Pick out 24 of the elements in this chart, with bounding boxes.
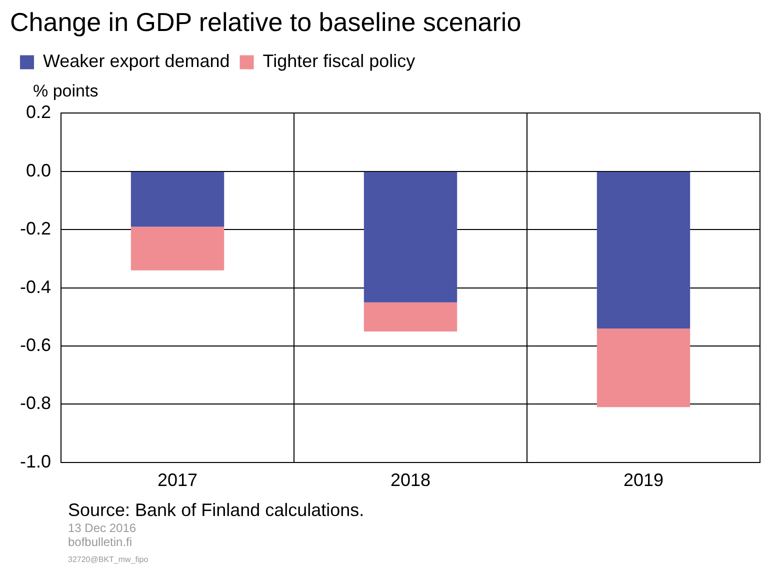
source-note: Source: Bank of Finland calculations.: [68, 500, 364, 521]
y-tick-label: -0.8: [20, 393, 52, 414]
y-tick-label: -0.6: [20, 334, 52, 355]
y-tick-label: 0.0: [26, 160, 52, 180]
y-tick-label: -1.0: [20, 451, 52, 472]
y-tick-label: 0.2: [26, 102, 52, 122]
y-axis-title: % points: [33, 81, 98, 100]
chart-title: Change in GDP relative to baseline scenario: [10, 6, 522, 37]
x-tick-label: 2017: [157, 470, 198, 490]
bar: [364, 172, 458, 302]
text: 32720@BKT_mw_fipo: [68, 555, 150, 564]
legend-label: Weaker export demand: [43, 51, 230, 72]
text: 13 Dec 2016: [68, 521, 138, 535]
bar: [130, 172, 224, 227]
legend-label: Tighter fiscal policy: [262, 51, 416, 72]
y-tick-label: -0.4: [20, 276, 52, 297]
bar: [130, 226, 224, 270]
bar: [364, 302, 458, 332]
bar: [596, 328, 690, 408]
bar: [596, 172, 690, 329]
x-tick-label: 2018: [390, 470, 431, 490]
text: bofbulletin.fi: [68, 535, 134, 549]
y-tick-label: -0.2: [20, 218, 52, 239]
x-tick-label: 2019: [623, 470, 664, 490]
